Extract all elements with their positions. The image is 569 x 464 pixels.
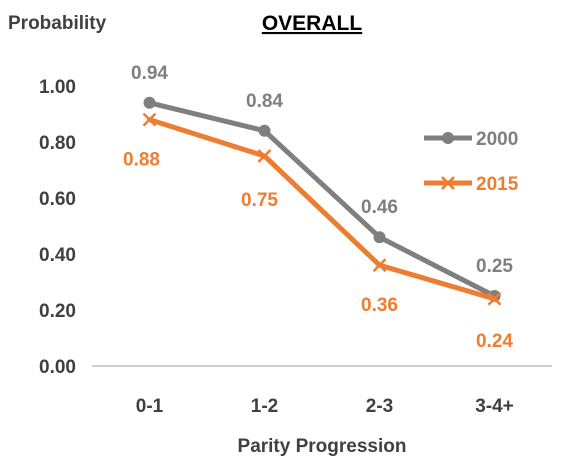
data-point: [372, 258, 387, 273]
legend-label: 2015: [476, 174, 519, 195]
x-axis-label: Parity Progression: [238, 436, 407, 457]
data-label: 0.75: [241, 190, 278, 211]
data-point: [258, 124, 271, 137]
series-group: 0.94 0.84 0.46 0.25 0.88 0.75 0.36 0.24: [123, 63, 513, 352]
data-point: [373, 231, 386, 244]
y-axis-label: Probability: [8, 13, 107, 34]
x-tick-label: 3-4+: [475, 396, 514, 417]
legend-marker: [441, 176, 455, 190]
y-tick-labels: 0.00 0.20 0.40 0.60 0.80 1.00: [39, 77, 76, 378]
data-label: 0.24: [476, 331, 513, 352]
data-label: 0.46: [361, 197, 398, 218]
data-label: 0.25: [476, 256, 513, 277]
legend-label: 2000: [476, 129, 518, 150]
series-line-2000: [147, 100, 497, 299]
x-tick-labels: 0-1 1-2 2-3 3-4+: [136, 396, 514, 417]
y-tick-label: 0.20: [39, 301, 76, 322]
chart-title: OVERALL: [262, 12, 363, 35]
x-tick-label: 0-1: [136, 396, 164, 417]
y-tick-label: 0.00: [39, 357, 76, 378]
legend-marker: [442, 132, 454, 144]
data-point: [143, 96, 156, 109]
series-line-2015: [147, 117, 497, 302]
data-label: 0.94: [131, 63, 168, 84]
data-point: [487, 291, 502, 306]
y-tick-label: 1.00: [39, 77, 76, 98]
x-tick-label: 2-3: [366, 396, 393, 417]
data-point: [142, 112, 157, 127]
y-tick-label: 0.80: [39, 133, 76, 154]
data-label: 0.84: [246, 91, 283, 112]
legend: 2000 2015: [424, 129, 519, 195]
data-label: 0.36: [361, 295, 398, 316]
data-point: [257, 149, 272, 163]
data-label: 0.88: [123, 150, 160, 171]
y-tick-label: 0.40: [39, 245, 76, 266]
y-tick-label: 0.60: [39, 189, 76, 210]
x-tick-label: 1-2: [251, 396, 278, 417]
